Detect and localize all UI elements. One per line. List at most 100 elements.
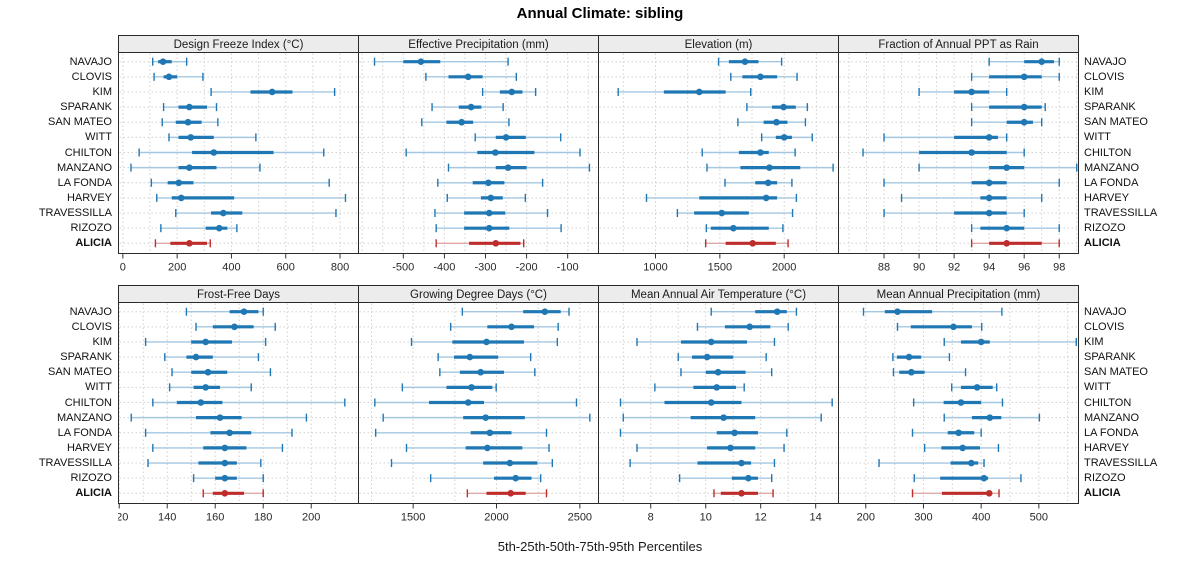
x-tick-label: 8 (648, 512, 654, 524)
panel-mean-annual-precipitation-mm: Mean Annual Precipitation (mm) 200 300 400 5… (838, 285, 1079, 524)
percentile-row-travessilla (147, 459, 262, 468)
percentile-row-clovis (896, 322, 983, 331)
median-dot (746, 323, 754, 331)
median-dot (718, 209, 726, 217)
median-dot (894, 308, 901, 315)
station-label: CHILTON (64, 146, 112, 159)
gridlines (599, 303, 838, 503)
median-dot (745, 474, 752, 482)
percentile-row-alicia (704, 239, 789, 248)
median-dot (968, 88, 975, 96)
median-dot (192, 353, 200, 361)
median-dot (186, 164, 193, 171)
median-dot (221, 490, 229, 497)
median-dot (216, 414, 224, 421)
percentile-row-sparank (162, 103, 218, 112)
percentile-row-alicia (911, 489, 1000, 498)
median-dot (464, 73, 472, 81)
percentile-row-chilton (405, 148, 581, 157)
median-dot (187, 134, 195, 141)
gridlines (359, 303, 598, 503)
percentile-row-travessilla (629, 459, 776, 468)
median-dot (165, 73, 173, 81)
percentile-row-san-mateo (737, 118, 807, 127)
median-dot (504, 164, 512, 171)
percentile-row-clovis (696, 322, 789, 331)
median-dot (1020, 103, 1028, 111)
percentile-row-san-mateo (439, 368, 536, 377)
median-dot (959, 444, 966, 452)
station-label: NAVAJO (69, 55, 112, 68)
median-dot (508, 88, 516, 96)
median-dot (221, 444, 229, 452)
median-dot (541, 308, 549, 315)
station-label: TRAVESSILLA (1084, 207, 1158, 220)
median-dot (749, 240, 756, 247)
median-dot (773, 308, 781, 315)
median-dot (492, 240, 500, 247)
strip-title: Effective Precipitation (mm) (408, 39, 549, 51)
percentile-row-navajo (461, 307, 570, 316)
percentile-row-clovis (425, 72, 518, 81)
plot-border (838, 52, 1079, 254)
station-label: MANZANO (1084, 161, 1139, 174)
percentile-row-san-mateo (421, 118, 510, 127)
station-label: MANZANO (1084, 411, 1139, 424)
x-tick-label: 120 (118, 512, 128, 524)
percentile-row-kim (617, 87, 752, 96)
percentile-row-rizozo (435, 224, 562, 233)
median-dot (955, 429, 962, 437)
station-label: LA FONDA (1084, 426, 1139, 439)
median-dot (210, 149, 218, 156)
x-tick-label: 160 (206, 512, 224, 524)
x-tick-label: 140 (158, 512, 176, 524)
station-label: HARVEY (66, 441, 112, 454)
station-label: CLOVIS (1084, 70, 1125, 83)
percentile-row-rizozo (913, 474, 1022, 483)
percentile-row-sparank (677, 353, 767, 362)
station-label: SAN MATEO (1084, 366, 1148, 379)
x-tick-label: 10 (700, 512, 712, 524)
percentile-row-chilton (152, 398, 346, 407)
station-label: SPARANK (1084, 101, 1136, 114)
x-tick-label: 200 (302, 512, 320, 524)
percentile-row-rizozo (705, 224, 784, 233)
median-dot (727, 444, 734, 452)
percentile-row-alicia (970, 239, 1060, 248)
x-tick-label: 90 (913, 262, 925, 274)
percentile-row-harvey (923, 443, 1000, 452)
percentile-row-clovis (730, 72, 798, 81)
percentile-rows (130, 307, 346, 498)
percentile-row-witt (654, 383, 745, 392)
median-dot (980, 474, 988, 482)
station-label: CHILTON (64, 396, 112, 409)
x-tick-label: 94 (983, 262, 995, 274)
median-dot (507, 490, 514, 497)
station-label: SPARANK (60, 101, 112, 114)
percentile-row-harvey (152, 443, 284, 452)
median-dot (467, 103, 475, 111)
x-tick-label: 2500 (568, 512, 592, 524)
percentile-row-manzano (447, 163, 591, 172)
percentile-row-manzano (943, 413, 1041, 422)
percentile-row-la-fonda (144, 428, 293, 437)
x-tick-label: 400 (972, 512, 990, 524)
percentile-row-clovis (970, 72, 1060, 81)
x-tick-label: -100 (557, 262, 579, 274)
median-dot (186, 103, 193, 111)
strip-title: Design Freeze Index (°C) (174, 39, 304, 51)
station-label: TRAVESSILLA (38, 457, 112, 470)
median-dot (226, 429, 233, 437)
median-dot (482, 414, 489, 421)
station-label: WITT (1084, 381, 1111, 394)
median-dot (731, 429, 738, 437)
panel-mean-annual-air-temperature-c: Mean Annual Air Temperature (°C) 8 10 12 14 (598, 285, 839, 524)
percentile-row-harvey (156, 193, 347, 202)
percentile-row-navajo (373, 57, 509, 66)
median-dot (714, 368, 722, 376)
x-tick-label: -500 (392, 262, 414, 274)
strip-title: Mean Annual Air Temperature (°C) (631, 289, 806, 301)
percentile-row-chilton (138, 148, 325, 157)
percentile-row-san-mateo (970, 118, 1043, 127)
